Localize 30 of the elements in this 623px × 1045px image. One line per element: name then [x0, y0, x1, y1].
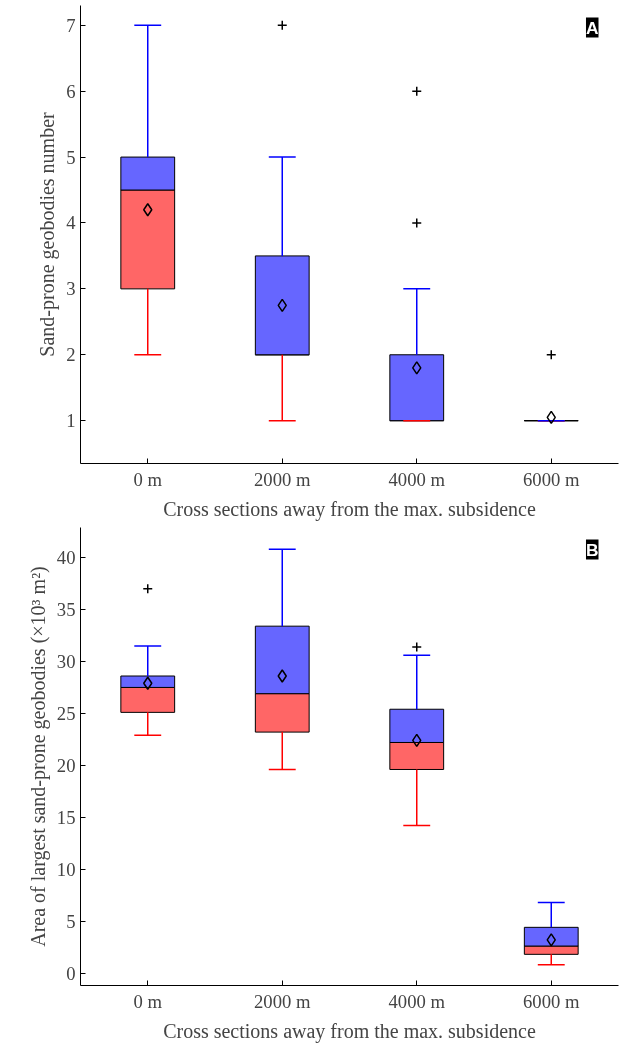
y-axis-title: Sand-prone geobodies number: [36, 111, 60, 357]
y-tick-label: 20: [56, 754, 76, 776]
y-tick-label: 0: [66, 962, 76, 984]
y-tick-label: 5: [66, 910, 76, 932]
x-tick-label: 4000 m: [388, 468, 446, 490]
x-tick-label: 2000 m: [254, 468, 311, 490]
y-tick-label: 15: [56, 806, 76, 828]
y-tick-label: 40: [56, 547, 76, 569]
y-tick-label: 2: [66, 344, 76, 366]
y-tick-label: 4: [66, 212, 77, 234]
annotation: B: [585, 539, 599, 560]
y-tick-label: 6: [66, 80, 76, 102]
x-tick-label: 0 m: [133, 468, 163, 490]
y-tick-label: 35: [56, 599, 76, 621]
x-tick-label: 4000 m: [388, 990, 446, 1012]
x-tick-label: 6000 m: [523, 990, 580, 1012]
y-tick-label: 25: [56, 702, 76, 724]
x-tick-label: 2000 m: [254, 990, 311, 1012]
annotation: A: [585, 17, 599, 38]
y-tick-label: 7: [66, 14, 76, 36]
x-axis-title: Cross sections away from the max. subsidence: [163, 497, 536, 521]
x-tick-label: 0 m: [133, 990, 163, 1012]
y-axis-title: Area of largest sand-prone geobodies (×10³ m²): [26, 566, 50, 947]
y-tick-label: 1: [66, 410, 76, 432]
x-tick-label: 6000 m: [523, 468, 580, 490]
y-tick-label: 10: [56, 858, 76, 880]
y-tick-label: 30: [56, 650, 76, 672]
y-tick-label: 5: [66, 146, 76, 168]
x-axis-title: Cross sections away from the max. subsidence: [163, 1019, 536, 1043]
y-tick-label: 3: [66, 278, 76, 300]
